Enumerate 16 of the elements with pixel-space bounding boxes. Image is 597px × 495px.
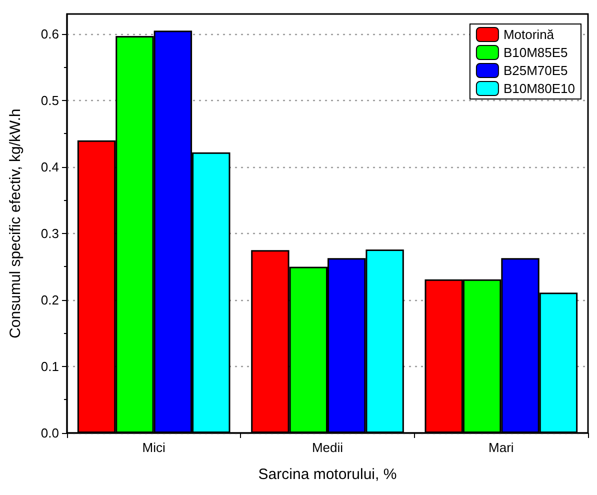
y-tick-label: 0.4 — [40, 159, 59, 174]
x-axis-title: Sarcina motorului, % — [258, 466, 397, 483]
y-tick-label: 0.1 — [40, 358, 59, 374]
y-tick-label: 0.5 — [40, 92, 59, 108]
legend-label: Motorină — [503, 27, 555, 42]
legend-label: B10M85E5 — [503, 45, 568, 60]
x-tick-label: Mici — [142, 440, 166, 455]
y-tick-label: 0.2 — [40, 292, 59, 308]
legend-label: B25M70E5 — [503, 63, 568, 78]
legend-label: B10M80E10 — [503, 81, 576, 96]
y-tick-label: 0.0 — [40, 426, 59, 440]
x-tick-label: Medii — [312, 440, 344, 455]
y-tick-label: 0.6 — [40, 26, 59, 42]
x-tick-label: Mari — [488, 440, 514, 455]
y-tick-label: 0.3 — [40, 226, 59, 241]
y-axis-title: Consumul specific efectiv, kg/kW.h — [7, 108, 24, 338]
